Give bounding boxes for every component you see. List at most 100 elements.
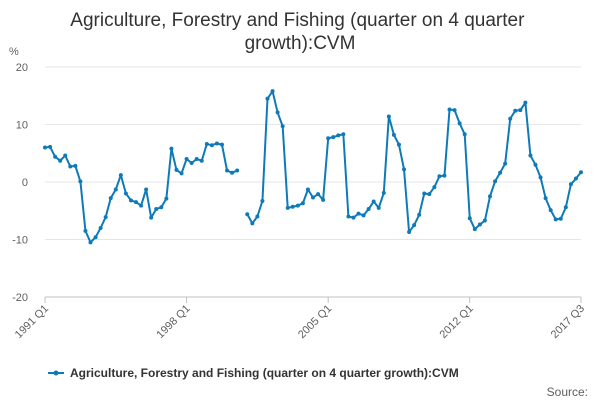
- data-point: [149, 215, 154, 220]
- data-point: [341, 132, 346, 137]
- data-point: [553, 217, 558, 222]
- data-point: [88, 240, 93, 245]
- data-point: [316, 192, 321, 197]
- data-point: [482, 218, 487, 223]
- y-axis-ticks: -20 -10 0 10 20: [12, 62, 28, 304]
- data-point: [366, 207, 371, 212]
- data-point: [321, 197, 326, 202]
- data-point: [311, 195, 315, 200]
- data-point: [371, 199, 376, 204]
- data-point: [250, 221, 255, 226]
- data-point: [326, 136, 331, 141]
- data-point: [305, 187, 310, 192]
- data-point: [573, 176, 578, 181]
- data-point: [48, 144, 53, 149]
- data-point: [139, 203, 144, 208]
- data-point: [204, 142, 209, 147]
- data-point: [447, 107, 452, 112]
- data-point: [558, 216, 563, 221]
- data-point: [396, 142, 401, 147]
- data-point: [113, 187, 118, 192]
- data-point: [568, 182, 573, 187]
- data-point: [108, 196, 113, 201]
- data-point: [543, 196, 548, 201]
- y-axis-unit-label: %: [9, 46, 19, 58]
- data-point: [134, 200, 139, 205]
- x-tick-label: 1991 Q1: [13, 303, 51, 341]
- data-point: [63, 153, 68, 158]
- data-point: [194, 157, 199, 161]
- data-point: [98, 226, 103, 230]
- x-tick-label: 2017 Q3: [549, 303, 587, 341]
- data-point: [472, 227, 477, 232]
- data-point: [53, 154, 58, 159]
- data-point: [300, 201, 305, 206]
- data-point: [457, 121, 462, 126]
- data-point: [376, 205, 381, 210]
- legend[interactable]: Agriculture, Forestry and Fishing (quart…: [48, 366, 459, 380]
- data-point: [245, 212, 250, 217]
- data-point: [412, 223, 417, 228]
- data-point: [164, 196, 169, 201]
- data-point: [255, 214, 260, 219]
- data-point: [270, 89, 275, 94]
- series-line: [44, 142, 238, 244]
- data-point: [381, 190, 386, 195]
- data-point: [386, 114, 391, 119]
- data-point: [563, 205, 568, 210]
- data-point: [219, 142, 224, 147]
- data-point: [487, 194, 492, 199]
- data-point: [209, 143, 214, 148]
- data-point: [118, 173, 123, 178]
- data-point: [214, 141, 219, 146]
- data-point: [407, 230, 412, 235]
- data-point: [189, 161, 194, 166]
- y-tick-label: -10: [12, 235, 28, 247]
- data-point: [346, 214, 351, 219]
- data-point: [513, 108, 518, 113]
- data-point: [523, 100, 528, 105]
- data-point: [83, 228, 88, 233]
- data-point: [78, 179, 83, 184]
- data-point: [548, 208, 553, 213]
- data-point: [68, 164, 73, 169]
- data-point: [225, 168, 230, 173]
- data-point: [123, 191, 128, 196]
- x-axis: 1991 Q1 1998 Q1 2005 Q1 2012 Q1 2017 Q3: [13, 296, 587, 341]
- data-point: [579, 170, 583, 175]
- data-point: [452, 108, 457, 113]
- data-point: [159, 205, 164, 210]
- y-tick-label: -20: [12, 292, 28, 304]
- legend-point-marker: [53, 370, 59, 376]
- data-point: [280, 124, 285, 129]
- data-point: [477, 222, 482, 227]
- data-point: [351, 215, 356, 220]
- data-point: [503, 161, 508, 166]
- data-point: [58, 158, 63, 163]
- data-point: [169, 146, 174, 151]
- data-point: [295, 203, 300, 208]
- data-point: [391, 132, 396, 137]
- data-point: [356, 211, 361, 216]
- data-point: [103, 215, 108, 220]
- data-point: [518, 108, 523, 113]
- legend-item-label[interactable]: Agriculture, Forestry and Fishing (quart…: [70, 366, 459, 380]
- data-point: [43, 145, 47, 150]
- chart-title-line-2: growth):CVM: [245, 33, 356, 54]
- data-point: [467, 216, 472, 221]
- data-point: [422, 191, 427, 196]
- x-tick-label: 2012 Q1: [438, 303, 476, 341]
- data-point: [174, 167, 179, 172]
- data-point: [427, 192, 432, 197]
- data-point: [331, 135, 336, 140]
- data-point: [230, 170, 235, 175]
- data-point: [442, 173, 447, 178]
- data-point: [402, 167, 407, 172]
- data-point: [199, 158, 204, 163]
- data-point: [144, 187, 149, 192]
- y-tick-label: 20: [16, 62, 28, 74]
- data-point: [508, 116, 513, 121]
- data-point: [260, 198, 265, 203]
- gridlines: [45, 66, 581, 298]
